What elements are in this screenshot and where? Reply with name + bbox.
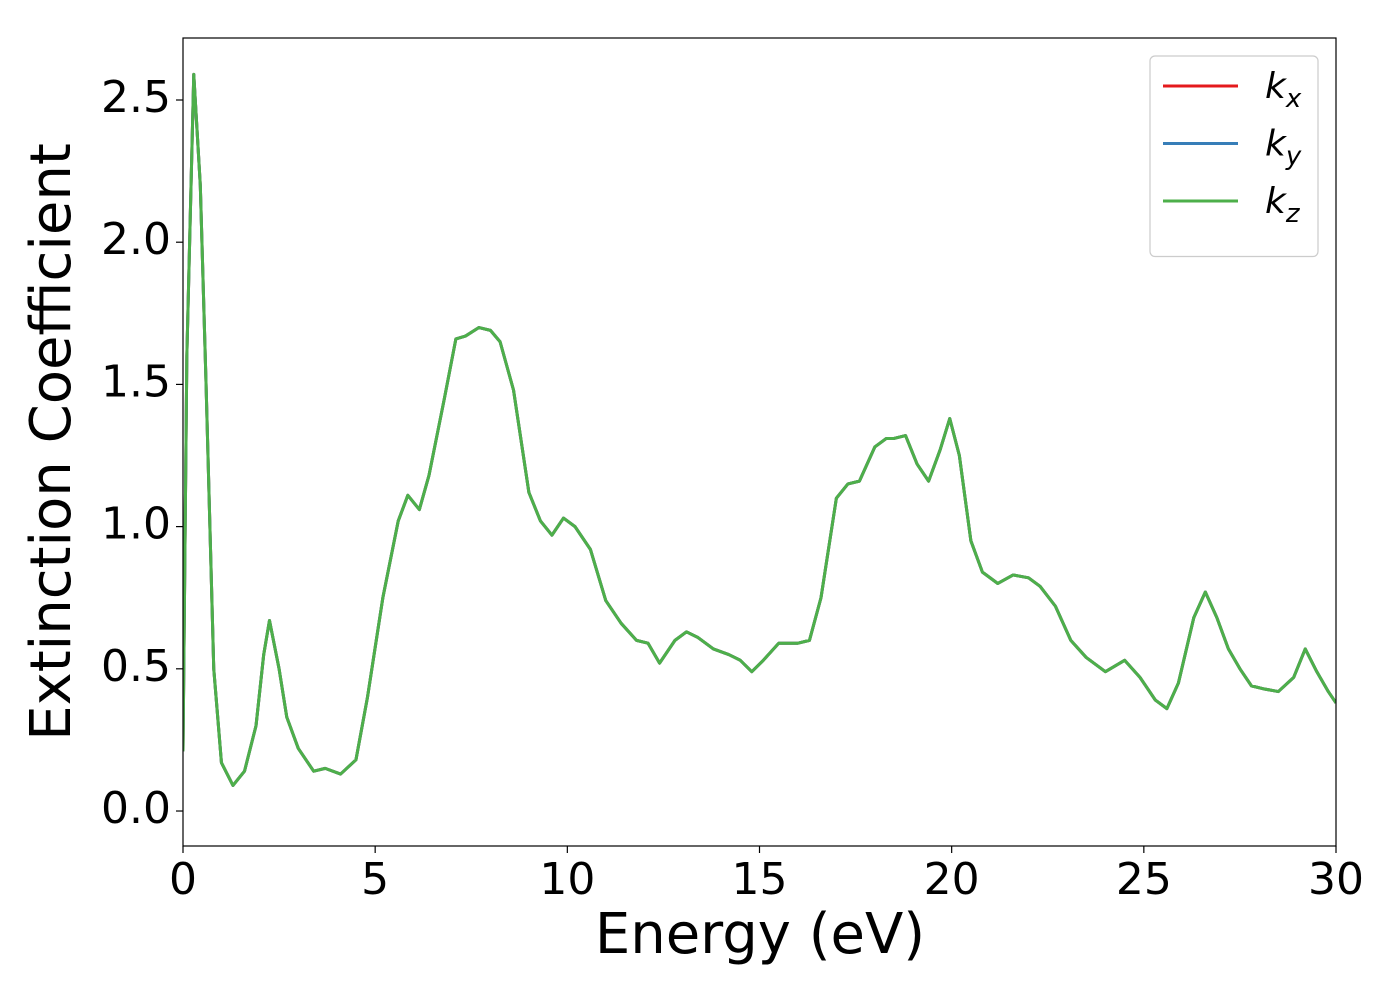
y-tick-label: 0.5 <box>101 641 171 692</box>
y-tick-label: 0.0 <box>101 783 171 834</box>
y-axis-label: Extinction Coefficient <box>19 143 84 741</box>
y-tick-label: 2.5 <box>101 72 171 123</box>
x-tick-label: 0 <box>169 854 197 905</box>
x-tick-label: 5 <box>361 854 389 905</box>
x-tick-label: 20 <box>924 854 980 905</box>
plot-frame <box>182 37 1337 847</box>
data-line <box>183 72 1336 787</box>
legend-label: kz <box>1265 181 1301 229</box>
x-tick-label: 25 <box>1116 854 1172 905</box>
legend-box <box>1149 55 1319 258</box>
x-axis-label: Energy (eV) <box>595 902 925 967</box>
x-tick-label: 10 <box>539 854 595 905</box>
x-tick-label: 15 <box>732 854 788 905</box>
x-tick-label: 30 <box>1308 854 1364 905</box>
legend-label: ky <box>1265 124 1302 172</box>
legend-label: kx <box>1265 66 1302 114</box>
y-tick-label: 1.5 <box>101 356 171 407</box>
y-tick-label: 2.0 <box>101 214 171 265</box>
y-tick-label: 1.0 <box>101 499 171 550</box>
legend: kx ky kz <box>1149 55 1319 258</box>
